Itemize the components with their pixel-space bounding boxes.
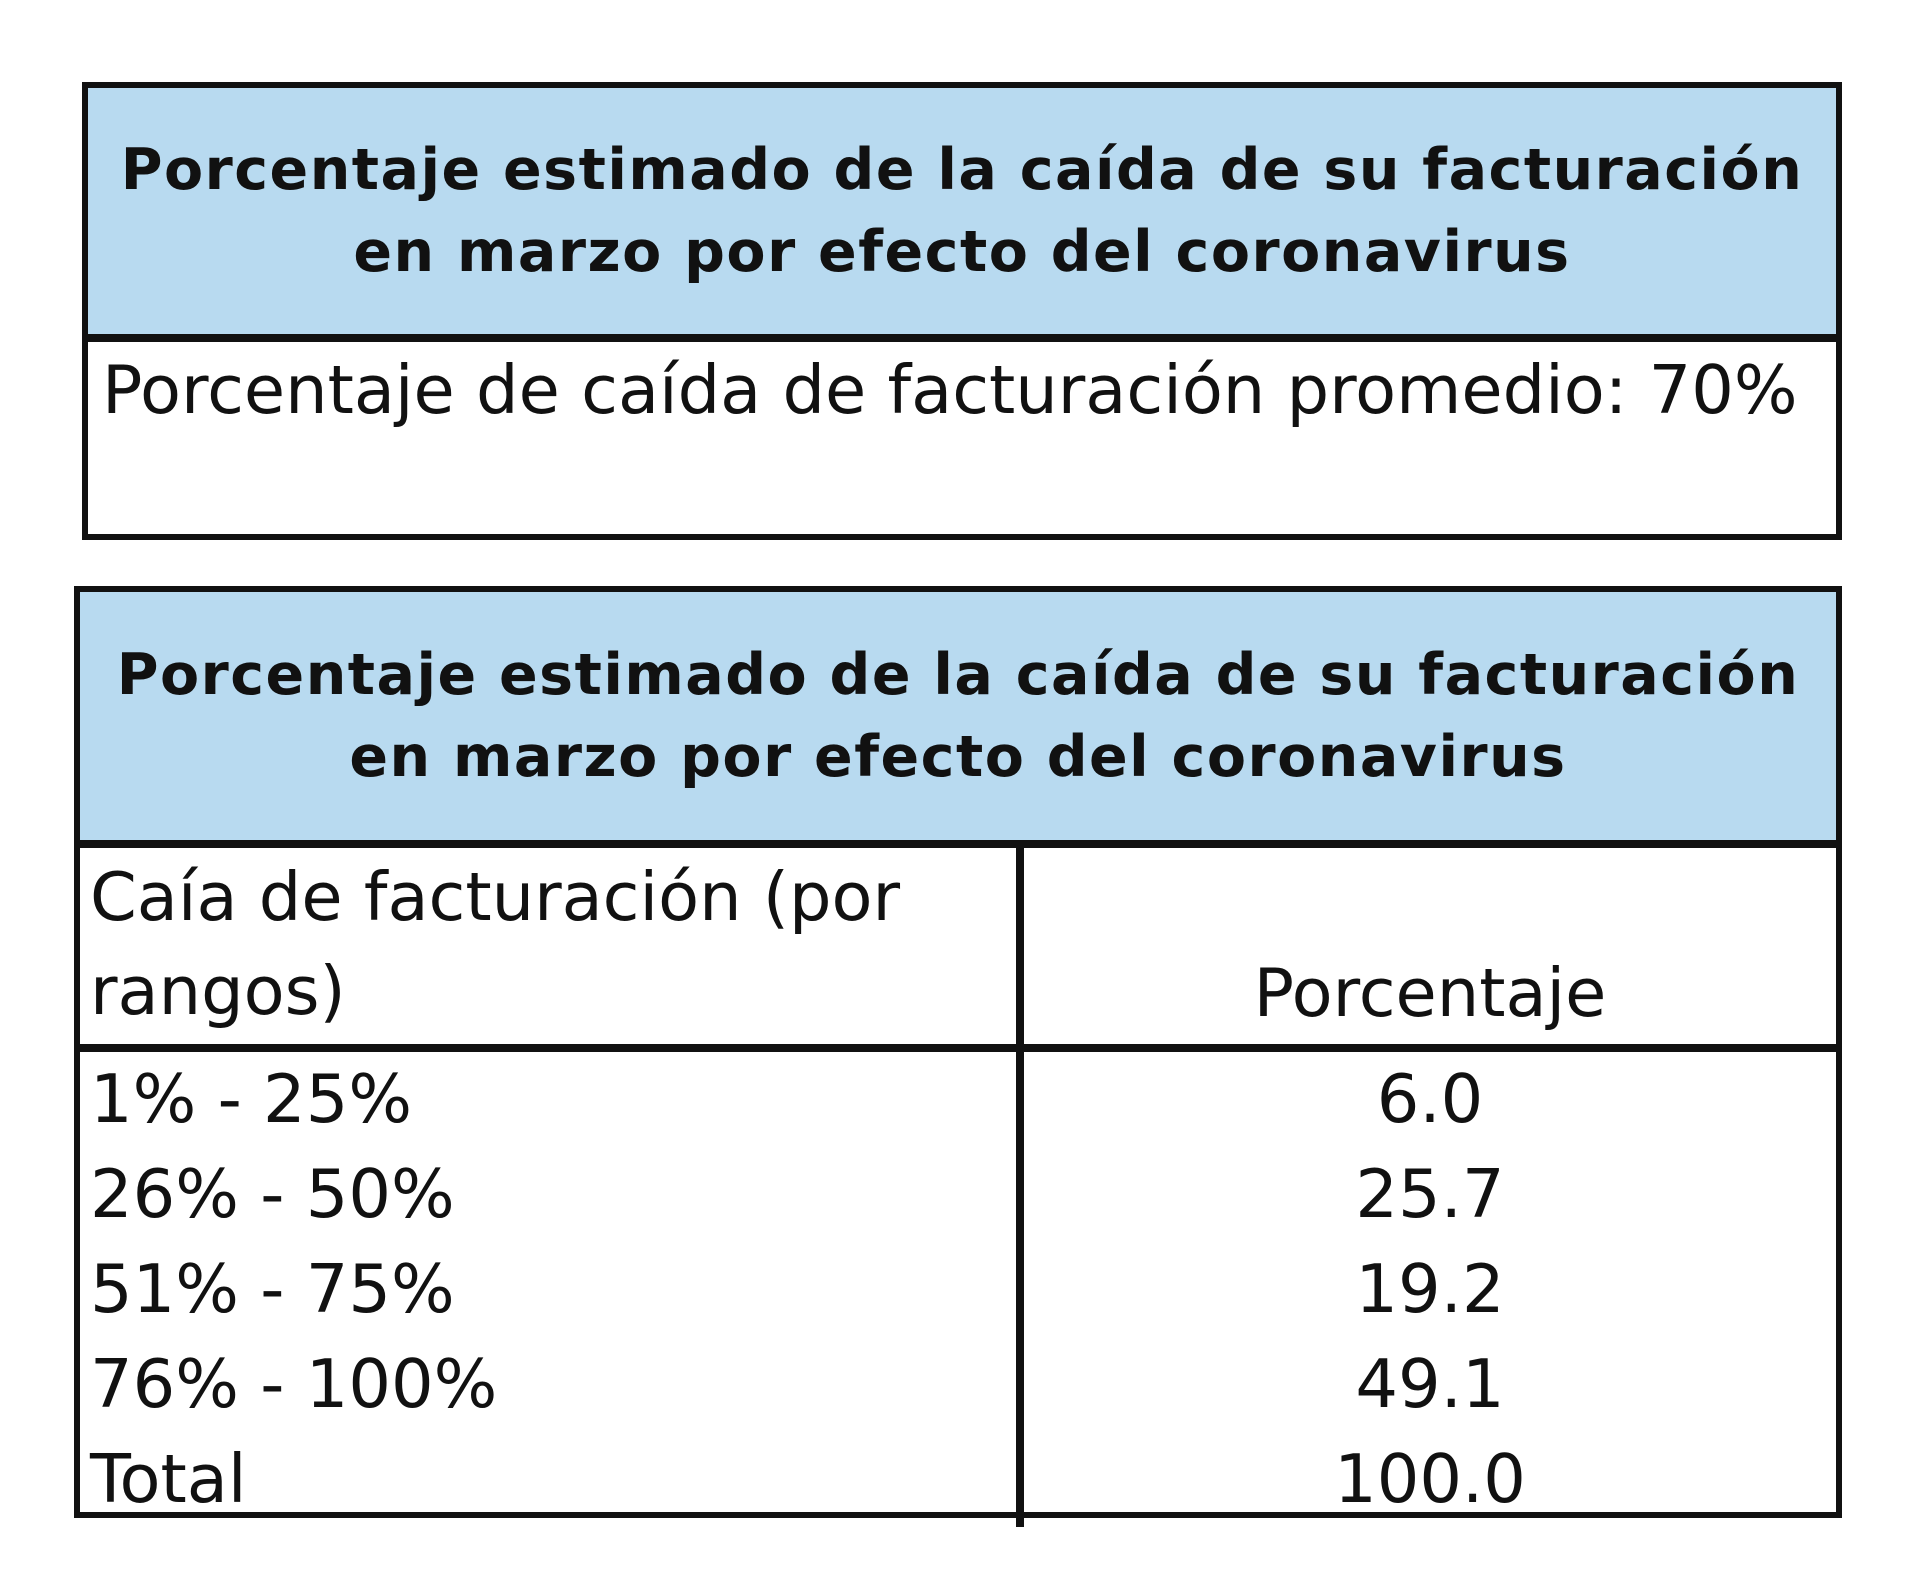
percent-cell: 6.0 [1016,1048,1836,1147]
summary-table: Porcentaje estimado de la caída de su fa… [82,82,1842,540]
percent-column-header: Porcentaje [1016,848,1836,1052]
table-header-row: Caía de facturación (por rangos) Porcent… [80,848,1836,1052]
range-column-header: Caía de facturación (por rangos) [80,848,1020,1052]
table-row: 1% - 25% 6.0 [80,1048,1836,1147]
range-cell: 1% - 25% [90,1060,412,1138]
percent-cell: 19.2 [1016,1242,1836,1337]
range-cell: Total [90,1440,247,1518]
average-drop-text: Porcentaje de caída de facturación prome… [102,351,1798,429]
breakdown-title: Porcentaje estimado de la caída de su fa… [80,592,1836,848]
range-cell: 76% - 100% [90,1345,498,1423]
table-row-total: Total 100.0 [80,1432,1836,1527]
range-cell: 51% - 75% [90,1250,455,1328]
range-cell: 26% - 50% [90,1155,455,1233]
table-row: 51% - 75% 19.2 [80,1242,1836,1337]
range-table: Caía de facturación (por rangos) Porcent… [80,848,1836,1527]
percent-cell: 49.1 [1016,1337,1836,1432]
percent-cell: 25.7 [1016,1147,1836,1242]
table-row: 76% - 100% 49.1 [80,1337,1836,1432]
percent-cell: 100.0 [1016,1432,1836,1527]
table-row: 26% - 50% 25.7 [80,1147,1836,1242]
summary-title: Porcentaje estimado de la caída de su fa… [88,88,1836,342]
breakdown-table: Porcentaje estimado de la caída de su fa… [74,586,1842,1527]
